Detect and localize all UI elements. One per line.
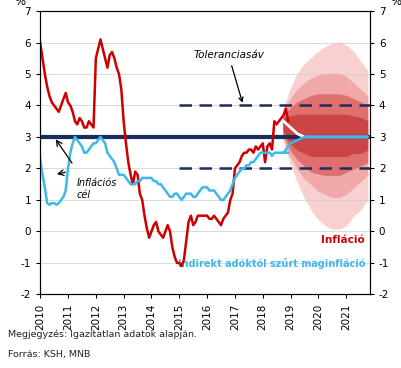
Text: Inflációs
cél: Inflációs cél [76, 178, 116, 199]
Text: Megjegyzés: Igazítatlan adatok alapján.: Megjegyzés: Igazítatlan adatok alapján. [8, 329, 196, 339]
Text: Toleranciasáv: Toleranciasáv [193, 50, 263, 102]
Text: Forrás: KSH, MNB: Forrás: KSH, MNB [8, 350, 90, 359]
Y-axis label: %: % [390, 0, 401, 8]
Text: Infláció: Infláció [320, 235, 364, 245]
Y-axis label: %: % [15, 0, 26, 8]
Text: Indirekt adóktól szűrt maginfláció: Indirekt adóktól szűrt maginfláció [177, 258, 364, 269]
